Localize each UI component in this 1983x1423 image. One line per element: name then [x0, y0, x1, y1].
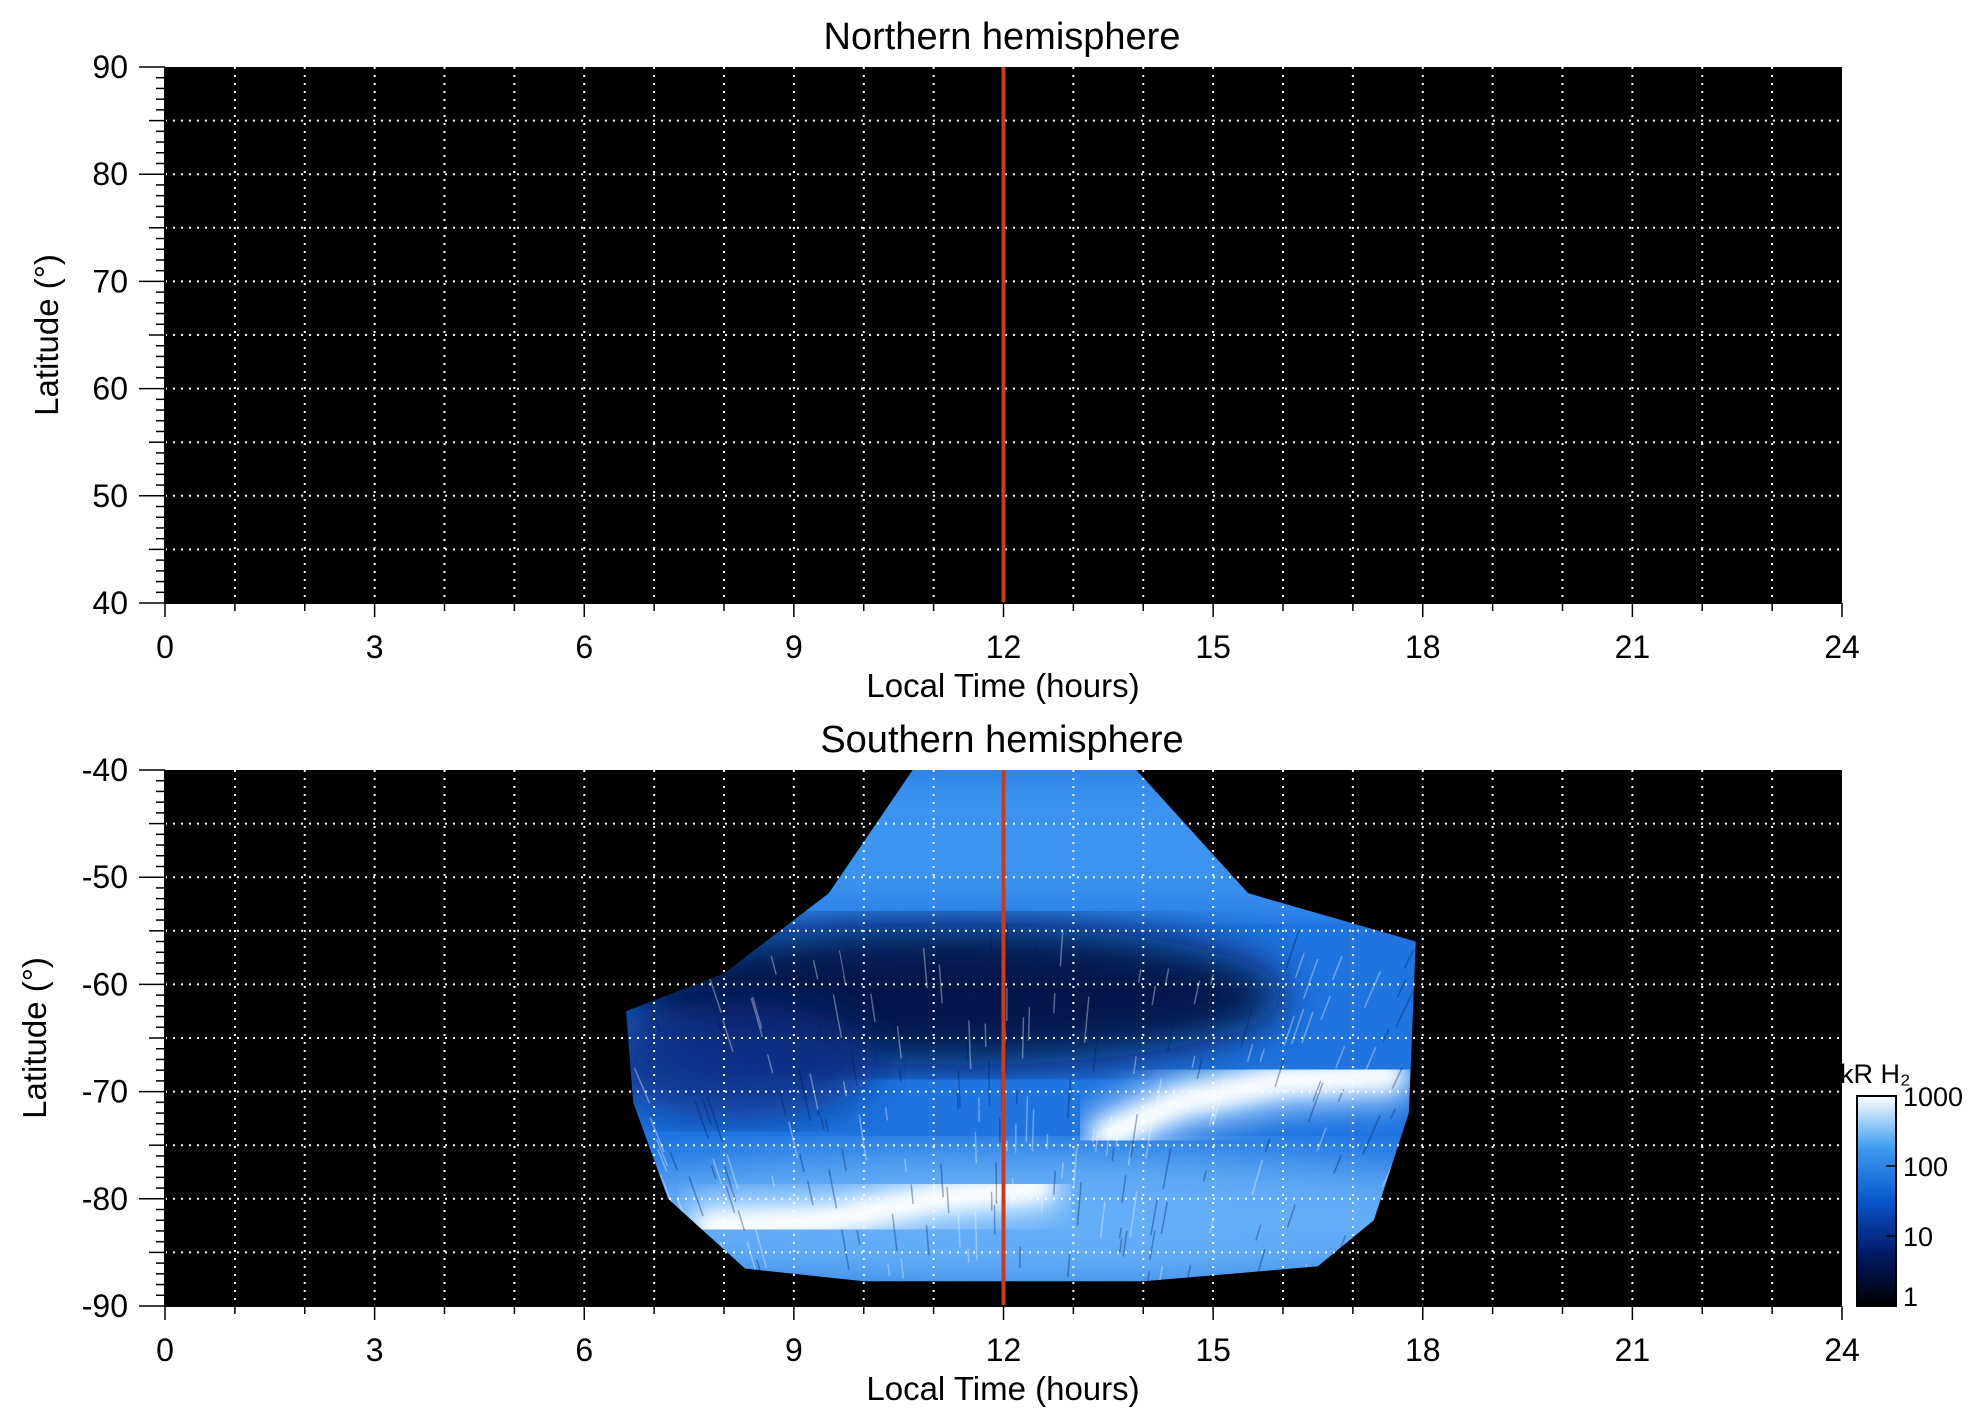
x-tick-label: 18: [1405, 629, 1441, 665]
x-tick-label: 0: [156, 629, 174, 665]
y-tick-labels: 90 80 70 60 50 40: [92, 49, 128, 621]
y-tick-label: -80: [82, 1181, 128, 1217]
x-tick-label: 3: [366, 629, 384, 665]
y-tick-label: 80: [92, 156, 128, 192]
x-tick-label: 18: [1405, 1332, 1441, 1368]
y-axis-label: Latitude (°): [28, 254, 65, 416]
y-tick-label: 90: [92, 49, 128, 85]
x-tick-labels: 0 3 6 9 12 15 18 21 24: [156, 629, 1860, 665]
colorbar-tick-label: 10: [1903, 1222, 1933, 1252]
colorbar-label: kR H₂: [1840, 1059, 1910, 1089]
bright-arc: [697, 1175, 1052, 1239]
x-tick-label: 21: [1615, 1332, 1651, 1368]
x-tick-label: 12: [986, 629, 1022, 665]
grid-lines: [165, 67, 1842, 603]
x-tick-label: 15: [1195, 1332, 1231, 1368]
y-tick-label: -60: [82, 966, 128, 1002]
colorbar-gradient: [1856, 1095, 1897, 1307]
y-tick-label: -50: [82, 859, 128, 895]
x-tick-label: 15: [1195, 629, 1231, 665]
x-axis-label: Local Time (hours): [866, 667, 1139, 704]
colorbar-tick-label: 1000: [1903, 1082, 1963, 1112]
y-tick-label: 40: [92, 585, 128, 621]
y-tick-label: 50: [92, 478, 128, 514]
panel-title: Northern hemisphere: [824, 16, 1181, 58]
colorbar-tick-label: 100: [1903, 1152, 1948, 1182]
x-tick-label: 3: [366, 1332, 384, 1368]
y-tick-label: -90: [82, 1288, 128, 1324]
y-tick-label: 70: [92, 263, 128, 299]
y-tick-label: 60: [92, 371, 128, 407]
northern-hemisphere-panel: Northern hemisphere 0 3 6 9 12 15 18 21 24 90 80 7…: [28, 16, 1860, 704]
x-tick-label: 24: [1824, 1332, 1860, 1368]
colorbar-tick-labels: 1000 100 10 1: [1886, 1082, 1963, 1312]
y-tick-label: -40: [82, 752, 128, 788]
panel-title: Southern hemisphere: [820, 719, 1183, 761]
colorbar: kR H₂ 1000 100 10 1: [1840, 1059, 1963, 1312]
x-tick-label: 6: [575, 629, 593, 665]
x-axis-label: Local Time (hours): [866, 1370, 1139, 1407]
y-tick-label: -70: [82, 1074, 128, 1110]
x-tick-labels: 0 3 6 9 12 15 18 21 24: [156, 1332, 1860, 1368]
x-tick-label: 6: [575, 1332, 593, 1368]
colorbar-tick-label: 1: [1903, 1282, 1918, 1312]
x-tick-label: 9: [785, 1332, 803, 1368]
x-tick-label: 24: [1824, 629, 1860, 665]
southern-hemisphere-panel: Southern hemisphere 0 3 6 9 12 15 18 21 24 -40 -5…: [16, 719, 1860, 1407]
y-tick-labels: -40 -50 -60 -70 -80 -90: [82, 752, 128, 1324]
x-tick-label: 9: [785, 629, 803, 665]
y-axis-label: Latitude (°): [16, 957, 53, 1119]
axes: [139, 769, 1843, 1320]
axes: [139, 66, 1843, 617]
x-tick-label: 12: [986, 1332, 1022, 1368]
x-tick-label: 21: [1615, 629, 1651, 665]
x-tick-label: 0: [156, 1332, 174, 1368]
